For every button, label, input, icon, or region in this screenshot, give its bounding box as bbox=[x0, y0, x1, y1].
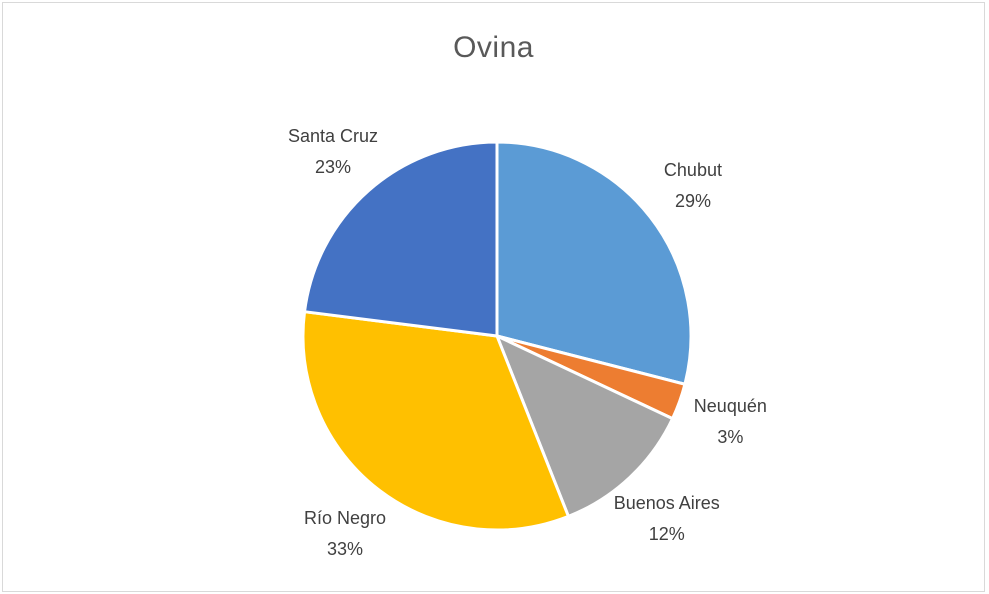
data-label-category: Neuquén bbox=[694, 396, 767, 416]
data-label-percent: 33% bbox=[327, 539, 363, 559]
chart-title: Ovina bbox=[453, 31, 534, 64]
data-label-percent: 23% bbox=[315, 157, 351, 177]
data-label-percent: 3% bbox=[717, 427, 743, 447]
data-label-percent: 29% bbox=[675, 191, 711, 211]
data-label-category: Buenos Aires bbox=[614, 493, 720, 513]
data-label-percent: 12% bbox=[649, 524, 685, 544]
pie-labels: Chubut 29% Neuquén 3% Buenos Aires 12% Río Neg… bbox=[288, 126, 767, 559]
pie-slices bbox=[301, 140, 693, 532]
pie-plot: Chubut 29% Neuquén 3% Buenos Aires 12% Río Neg… bbox=[288, 126, 767, 559]
data-label-rio-negro: Río Negro 33% bbox=[304, 508, 386, 559]
data-label-chubut: Chubut 29% bbox=[664, 160, 722, 211]
data-label-santa-cruz: Santa Cruz 23% bbox=[288, 126, 378, 177]
data-label-neuquen: Neuquén 3% bbox=[694, 396, 767, 447]
data-label-category: Río Negro bbox=[304, 508, 386, 528]
data-label-category: Santa Cruz bbox=[288, 126, 378, 146]
pie-slice-rio-negro bbox=[301, 310, 570, 532]
pie-slice-buenos-aires bbox=[495, 334, 675, 518]
pie-slice-chubut bbox=[495, 140, 693, 386]
data-label-category: Chubut bbox=[664, 160, 722, 180]
data-label-buenos-aires: Buenos Aires 12% bbox=[614, 493, 720, 544]
pie-slice-santa-cruz bbox=[303, 140, 499, 338]
